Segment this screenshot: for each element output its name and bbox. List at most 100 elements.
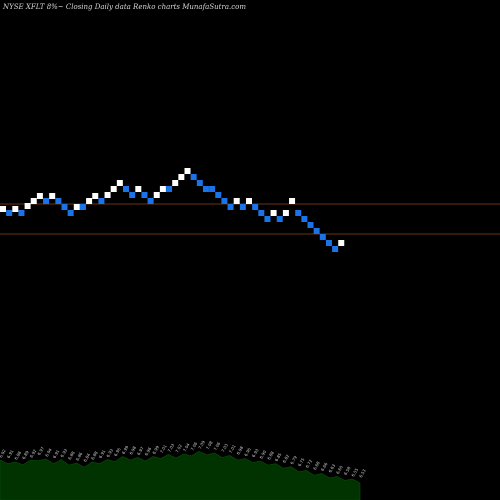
volume-label: 7.03 xyxy=(220,442,229,453)
volume-label: 6.60 xyxy=(335,464,344,475)
renko-brick-down xyxy=(123,186,129,192)
renko-brick-down xyxy=(61,204,68,210)
volume-label: 6.55 xyxy=(350,467,359,478)
renko-brick-up xyxy=(116,180,123,186)
renko-brick-down xyxy=(196,180,203,186)
renko-brick-down xyxy=(227,204,234,210)
renko-brick-down xyxy=(313,228,320,234)
renko-brick-down xyxy=(202,186,209,192)
renko-brick-down xyxy=(141,192,148,198)
renko-brick-down xyxy=(147,198,154,204)
volume-label: 6.91 xyxy=(52,448,61,459)
renko-brick-down xyxy=(79,204,86,210)
renko-brick-down xyxy=(295,210,302,216)
volume-label: 6.93 xyxy=(105,447,114,458)
renko-brick-up xyxy=(24,203,31,209)
renko-brick-up xyxy=(159,186,166,192)
volume-label: 6.88 xyxy=(67,450,76,461)
volume-label: 6.95 xyxy=(113,446,122,457)
volume-label: 6.92 xyxy=(29,448,38,459)
volume-area xyxy=(0,451,361,500)
volume-label: 6.79 xyxy=(289,455,298,466)
volume-label: 7.09 xyxy=(197,439,206,450)
renko-brick-up xyxy=(49,193,56,199)
renko-brick-up xyxy=(92,193,99,199)
chart-title: NYSE XFLT 8%~ Closing Daily data Renko c… xyxy=(2,3,246,11)
renko-brick-down xyxy=(129,192,136,198)
renko-brick-down xyxy=(18,210,25,216)
renko-brick-down xyxy=(319,234,326,240)
volume-label: 6.97 xyxy=(136,445,145,456)
volume-label: 6.86 xyxy=(75,451,84,462)
renko-brick-up xyxy=(184,168,191,174)
volume-panel xyxy=(0,451,361,500)
renko-brick-down xyxy=(258,210,265,216)
renko-brick-up xyxy=(338,240,345,246)
volume-label: 7.02 xyxy=(174,443,183,454)
renko-brick-down xyxy=(215,192,222,198)
renko-brick-up xyxy=(289,198,296,204)
renko-brick-down xyxy=(43,198,50,204)
renko-brick-down xyxy=(98,198,105,204)
renko-brick-down xyxy=(252,204,259,210)
volume-label: 6.95 xyxy=(243,446,252,457)
renko-bricks xyxy=(0,168,345,252)
renko-brick-down xyxy=(325,240,332,246)
volume-label: 6.58 xyxy=(343,465,352,476)
volume-label: 6.91 xyxy=(6,448,15,459)
volume-label: 6.97 xyxy=(36,445,45,456)
renko-brick-up xyxy=(172,180,179,186)
renko-brick-down xyxy=(6,210,13,216)
renko-brick-up xyxy=(0,206,6,212)
renko-brick-down xyxy=(307,222,314,228)
volume-label: 6.84 xyxy=(82,452,91,463)
volume-label: 6.88 xyxy=(90,450,99,461)
renko-brick-down xyxy=(221,198,228,204)
volume-label: 6.98 xyxy=(235,445,244,456)
volume-label: 6.88 xyxy=(266,450,275,461)
volume-label: 6.72 xyxy=(304,458,313,469)
volume-label: 6.98 xyxy=(128,445,137,456)
renko-brick-up xyxy=(104,192,111,198)
volume-label: 6.94 xyxy=(44,447,53,458)
renko-brick-up xyxy=(73,204,80,210)
volume-label: 6.89 xyxy=(21,449,30,460)
renko-brick-up xyxy=(282,210,289,216)
volume-label: 6.63 xyxy=(327,463,336,474)
renko-brick-up xyxy=(12,206,19,212)
volume-label: 7.06 xyxy=(213,441,222,452)
renko-brick-up xyxy=(135,186,142,192)
volume-label: 6.92 xyxy=(0,448,7,459)
renko-brick-up xyxy=(153,192,160,198)
volume-label: 6.75 xyxy=(297,457,306,468)
volume-label: 6.90 xyxy=(258,449,267,460)
renko-brick-down xyxy=(264,216,271,222)
renko-brick-down xyxy=(276,216,283,222)
volume-label: 6.53 xyxy=(358,468,367,479)
volume-label: 6.93 xyxy=(59,447,68,458)
renko-brick-down xyxy=(239,204,246,210)
volume-label: 6.68 xyxy=(312,460,321,471)
volume-label: 6.99 xyxy=(121,444,130,455)
volume-label: 7.04 xyxy=(182,442,191,453)
volume-label: 6.96 xyxy=(144,446,153,457)
volume-label: 7.01 xyxy=(228,443,237,454)
renko-brick-down xyxy=(209,186,216,192)
renko-brick-down xyxy=(67,210,74,216)
renko-brick-up xyxy=(110,186,117,192)
renko-brick-down xyxy=(332,246,339,252)
renko-brick-down xyxy=(190,174,197,180)
volume-label: 7.06 xyxy=(190,441,199,452)
volume-label: 6.82 xyxy=(281,453,290,464)
volume-label: 7.03 xyxy=(167,442,176,453)
volume-label: 6.99 xyxy=(151,444,160,455)
renko-brick-up xyxy=(270,210,277,216)
renko-brick-down xyxy=(301,216,308,222)
volume-label: 6.91 xyxy=(98,448,107,459)
volume-label: 6.93 xyxy=(251,447,260,458)
renko-brick-up xyxy=(233,198,240,204)
volume-label: 6.85 xyxy=(274,452,283,463)
volume-label: 6.66 xyxy=(320,461,329,472)
